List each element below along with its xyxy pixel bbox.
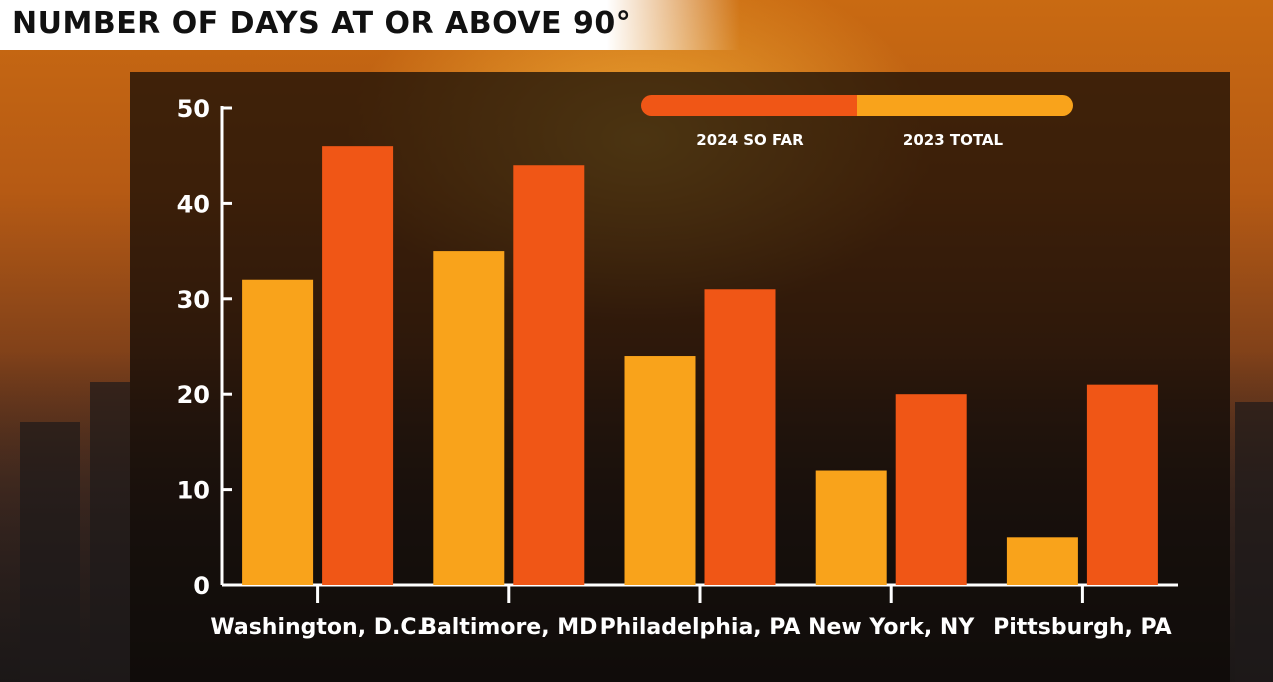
y-tick-label: 30	[177, 286, 210, 314]
y-tick-label: 10	[177, 477, 210, 505]
bar-series2	[704, 289, 776, 585]
x-category-label: Baltimore, MD	[420, 615, 597, 640]
x-category-label: Pittsburgh, PA	[993, 615, 1172, 640]
title-banner: NUMBER OF DAYS AT OR ABOVE 90°	[0, 0, 740, 50]
bar-series1	[1006, 537, 1078, 585]
bar-series1	[242, 279, 314, 585]
y-tick-label: 50	[177, 95, 210, 123]
y-tick-label: 0	[193, 572, 210, 600]
bar-series2	[513, 165, 585, 586]
bar-series1	[624, 356, 696, 585]
bar-series2	[895, 394, 967, 585]
chart-title: NUMBER OF DAYS AT OR ABOVE 90°	[12, 6, 632, 41]
bar-series2	[322, 146, 394, 585]
x-category-label: Philadelphia, PA	[600, 615, 801, 640]
x-category-label: Washington, D.C.	[210, 615, 424, 640]
legend-label-series1: 2024 SO FAR	[696, 131, 804, 149]
y-tick-label: 40	[177, 190, 210, 218]
y-tick-label: 20	[177, 381, 210, 409]
x-category-label: New York, NY	[808, 615, 975, 640]
bar-series2	[1086, 384, 1158, 585]
legend-swatch-series1	[857, 95, 1073, 116]
legend-swatch-series2	[641, 95, 857, 116]
bar-series1	[815, 470, 887, 585]
legend-label-series2: 2023 TOTAL	[903, 131, 1004, 149]
bar-series1	[433, 251, 505, 585]
